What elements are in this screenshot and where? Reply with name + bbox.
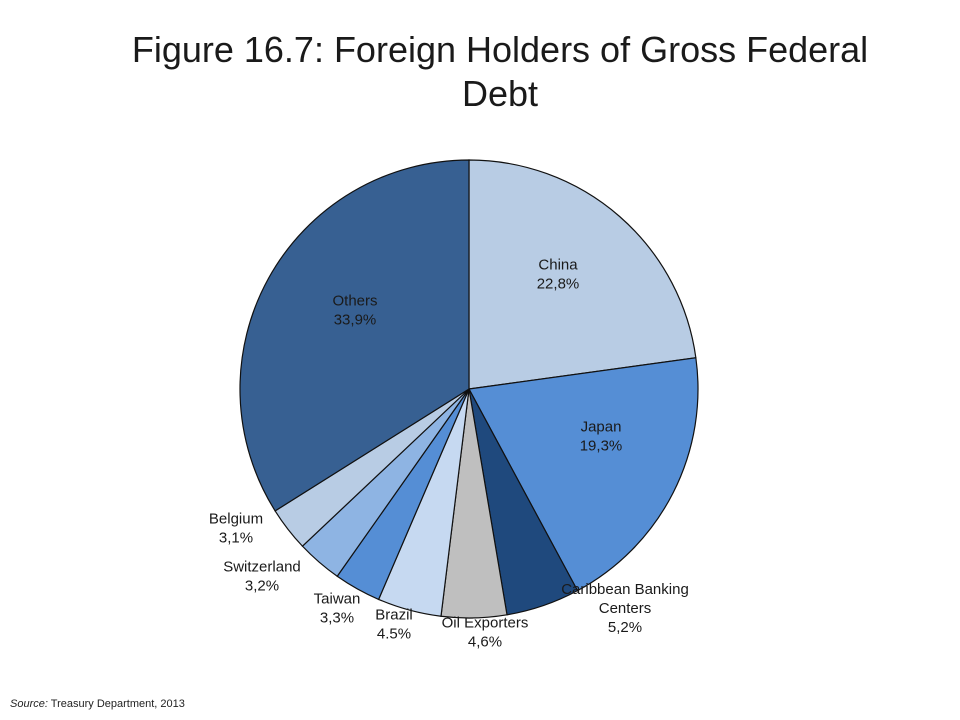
slice-value-label: 3,3% [320,610,354,627]
slice-name-label: Oil Exporters [442,615,529,632]
slice-label-oil-exporters: Oil Exporters 4,6% [442,615,529,651]
slice-name-label: Japan [581,419,622,436]
source-note: Source: Treasury Department, 2013 [10,698,185,710]
slice-name-label: Brazil [375,607,413,624]
slice-label-taiwan: Taiwan 3,3% [314,591,361,627]
slice-name-label: China [538,257,578,274]
pie-slice-japan [468,357,699,592]
chart-title: Figure 16.7: Foreign Holders of Gross Fe… [131,29,869,114]
slice-value-label: 3,1% [219,530,253,547]
slice-label-others: Others 33,9% [332,293,377,329]
slice-label-caribbean-banking-centers: Caribbean Banking Centers 5,2% [561,581,689,636]
slice-name-label: Centers [599,600,652,617]
slice-name-label: Others [332,293,377,310]
slice-value-label: 33,9% [334,312,377,329]
slice-name-label: Taiwan [314,591,361,608]
slice-name-label: Caribbean Banking [561,581,689,598]
slice-value-label: 4,6% [468,634,502,651]
pie-slice-china [468,159,697,390]
pie-slice-others [239,159,470,512]
slice-value-label: 5,2% [608,619,642,636]
slice-value-label: 3,2% [245,578,279,595]
slice-label-belgium: Belgium 3,1% [209,511,263,547]
slice-value-label: 22,8% [537,276,580,293]
pie-slices [239,159,699,619]
slice-label-japan: Japan 19,3% [580,419,623,455]
source-prefix: Source: [10,698,48,710]
slice-name-label: Switzerland [223,559,301,576]
pie-labels: China 22,8% Japan 19,3% Caribbean Banking Cen… [209,257,689,651]
slice-value-label: 4.5% [377,626,411,643]
slice-label-brazil: Brazil 4.5% [375,607,413,643]
source-text: Treasury Department, 2013 [47,698,185,710]
slice-value-label: 19,3% [580,438,623,455]
slice-label-switzerland: Switzerland 3,2% [223,559,301,595]
slice-label-china: China 22,8% [537,257,580,293]
slice-name-label: Belgium [209,511,263,528]
